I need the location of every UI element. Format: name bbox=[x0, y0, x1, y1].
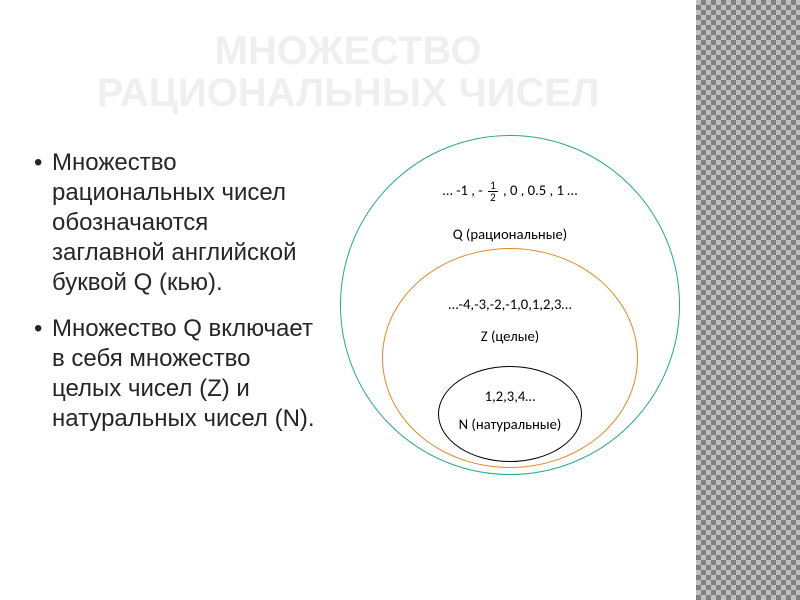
ring-n bbox=[438, 366, 582, 462]
title-line-2: РАЦИОНАЛЬНЫХ ЧИСЕЛ bbox=[0, 72, 696, 114]
list-item: Множество рациональных чисел обозначаютс… bbox=[32, 148, 322, 298]
q-examples-prefix: … -1 , - bbox=[443, 181, 486, 199]
side-hatch-strip bbox=[696, 0, 800, 600]
n-examples: 1,2,3,4… bbox=[330, 387, 690, 405]
q-examples-suffix: , 0 , 0.5 , 1 … bbox=[500, 181, 578, 199]
fraction-denominator: 2 bbox=[488, 192, 498, 203]
q-label: Q (рациональные) bbox=[330, 225, 690, 243]
bullet-text: Множество рациональных чисел обозначаютс… bbox=[52, 149, 297, 296]
title-line-1: МНОЖЕСТВО bbox=[0, 30, 696, 72]
fraction-one-half: 12 bbox=[488, 180, 498, 203]
q-examples: … -1 , - 12 , 0 , 0.5 , 1 … bbox=[330, 180, 690, 203]
list-item: Множество Q включает в себя множество це… bbox=[32, 314, 322, 434]
z-label: Z (целые) bbox=[330, 327, 690, 345]
slide-title: МНОЖЕСТВО РАЦИОНАЛЬНЫХ ЧИСЕЛ bbox=[0, 30, 696, 114]
bullet-text: Множество Q включает в себя множество це… bbox=[52, 315, 315, 432]
z-examples: …-4,-3,-2,-1,0,1,2,3… bbox=[330, 295, 690, 313]
venn-diagram: … -1 , - 12 , 0 , 0.5 , 1 … Q (рациональ… bbox=[330, 130, 690, 510]
bullet-list: Множество рациональных чисел обозначаютс… bbox=[32, 148, 322, 450]
slide-content: МНОЖЕСТВО РАЦИОНАЛЬНЫХ ЧИСЕЛ Множество р… bbox=[0, 0, 696, 600]
n-label: N (натуральные) bbox=[330, 415, 690, 433]
